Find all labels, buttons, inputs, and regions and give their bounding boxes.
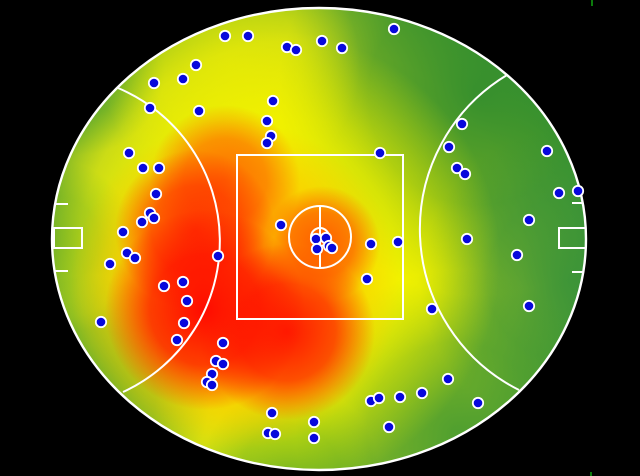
data-point	[552, 186, 566, 200]
data-point	[373, 146, 387, 160]
data-point	[471, 396, 485, 410]
data-point	[510, 248, 524, 262]
data-point	[307, 415, 321, 429]
data-point	[260, 114, 274, 128]
data-point	[442, 140, 456, 154]
data-point	[441, 372, 455, 386]
data-point	[216, 357, 230, 371]
data-point	[310, 242, 324, 256]
data-point	[325, 241, 339, 255]
data-point	[522, 213, 536, 227]
data-point	[450, 161, 464, 175]
goal-square-right	[558, 227, 586, 249]
centre-square-line	[236, 154, 404, 320]
data-point	[122, 146, 136, 160]
data-point	[211, 249, 225, 263]
data-point	[335, 41, 349, 55]
data-point	[289, 43, 303, 57]
data-point	[241, 29, 255, 43]
data-point	[309, 232, 323, 246]
data-point	[147, 76, 161, 90]
data-point	[460, 232, 474, 246]
data-point	[274, 218, 288, 232]
data-point	[180, 294, 194, 308]
data-point	[147, 211, 161, 225]
data-point	[176, 72, 190, 86]
data-point	[571, 184, 585, 198]
data-point	[307, 431, 321, 445]
data-point	[458, 167, 472, 181]
data-point	[136, 161, 150, 175]
fifty-metre-arc-right	[418, 74, 520, 391]
data-point	[216, 336, 230, 350]
data-point	[177, 316, 191, 330]
data-point	[522, 299, 536, 313]
data-point	[415, 386, 429, 400]
data-point	[143, 101, 157, 115]
data-point	[189, 58, 203, 72]
data-point	[387, 22, 401, 36]
data-point	[103, 257, 117, 271]
data-point	[260, 136, 274, 150]
heat-blob-orange-red-centre-circle	[264, 186, 380, 302]
data-point	[382, 420, 396, 434]
data-point	[315, 34, 329, 48]
data-point	[391, 235, 405, 249]
data-point	[455, 117, 469, 131]
data-point	[265, 406, 279, 420]
data-point	[360, 272, 374, 286]
data-point	[540, 144, 554, 158]
field-lines-layer	[53, 74, 586, 393]
data-point	[128, 251, 142, 265]
data-point	[218, 29, 232, 43]
fifty-metre-arc-left	[117, 87, 221, 393]
data-point	[364, 237, 378, 251]
data-point	[94, 315, 108, 329]
data-point	[157, 279, 171, 293]
scatter-layer	[94, 22, 585, 445]
data-point	[205, 378, 219, 392]
goal-square-left	[53, 227, 83, 249]
data-point	[268, 427, 282, 441]
data-point	[192, 104, 206, 118]
data-point	[425, 302, 439, 316]
data-point	[176, 275, 190, 289]
data-point	[266, 94, 280, 108]
data-point	[393, 390, 407, 404]
data-point	[372, 391, 386, 405]
data-point	[170, 333, 184, 347]
boundary-line	[50, 6, 588, 472]
data-point	[116, 225, 130, 239]
data-point	[135, 215, 149, 229]
data-point	[152, 161, 166, 175]
data-point	[149, 187, 163, 201]
